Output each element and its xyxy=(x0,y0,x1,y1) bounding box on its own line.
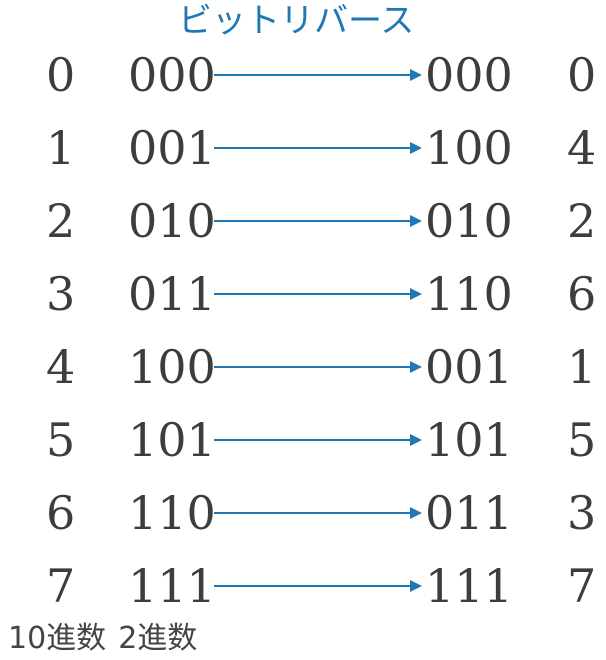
decimal-input: 6 xyxy=(46,486,76,540)
mapping-row: 0 000 000 0 xyxy=(0,45,606,105)
binary-input: 101 xyxy=(128,413,216,467)
binary-label: 2進数 xyxy=(118,621,198,656)
reverse-arrow xyxy=(214,580,422,592)
binary-output: 111 xyxy=(425,559,513,613)
binary-input: 000 xyxy=(128,48,216,102)
mapping-row: 3 011 110 6 xyxy=(0,264,606,324)
binary-output: 001 xyxy=(425,340,513,394)
binary-input: 011 xyxy=(128,267,216,321)
decimal-input: 3 xyxy=(46,267,76,321)
decimal-output: 1 xyxy=(567,340,597,394)
binary-output: 000 xyxy=(425,48,513,102)
binary-input: 010 xyxy=(128,194,216,248)
decimal-output: 5 xyxy=(567,413,597,467)
decimal-output: 6 xyxy=(567,267,597,321)
decimal-input: 4 xyxy=(46,340,76,394)
reverse-arrow xyxy=(214,288,422,300)
reverse-arrow xyxy=(214,434,422,446)
decimal-input: 1 xyxy=(46,121,76,175)
mapping-row: 5 101 101 5 xyxy=(0,410,606,470)
mapping-row: 4 100 001 1 xyxy=(0,337,606,397)
binary-input: 100 xyxy=(128,340,216,394)
mapping-row: 1 001 100 4 xyxy=(0,118,606,178)
decimal-output: 7 xyxy=(567,559,597,613)
reverse-arrow xyxy=(214,142,422,154)
reverse-arrow xyxy=(214,215,422,227)
decimal-output: 0 xyxy=(567,48,597,102)
binary-output: 010 xyxy=(425,194,513,248)
decimal-input: 5 xyxy=(46,413,76,467)
binary-input: 111 xyxy=(128,559,216,613)
decimal-input: 2 xyxy=(46,194,76,248)
reverse-arrow xyxy=(214,361,422,373)
mapping-row: 7 111 111 7 xyxy=(0,556,606,616)
reverse-arrow xyxy=(214,69,422,81)
diagram-title: ビットリバース xyxy=(178,1,415,41)
decimal-output: 4 xyxy=(567,121,597,175)
decimal-input: 0 xyxy=(46,48,76,102)
mapping-row: 2 010 010 2 xyxy=(0,191,606,251)
mapping-row: 6 110 011 3 xyxy=(0,483,606,543)
binary-output: 011 xyxy=(425,486,513,540)
decimal-output: 2 xyxy=(567,194,597,248)
reverse-arrow xyxy=(214,507,422,519)
binary-output: 110 xyxy=(425,267,513,321)
decimal-input: 7 xyxy=(46,559,76,613)
binary-input: 110 xyxy=(128,486,216,540)
binary-output: 101 xyxy=(425,413,513,467)
binary-output: 100 xyxy=(425,121,513,175)
binary-input: 001 xyxy=(128,121,216,175)
column-legend: 10進数 2進数 xyxy=(8,620,197,658)
decimal-output: 3 xyxy=(567,486,597,540)
decimal-label: 10進数 xyxy=(8,621,107,656)
